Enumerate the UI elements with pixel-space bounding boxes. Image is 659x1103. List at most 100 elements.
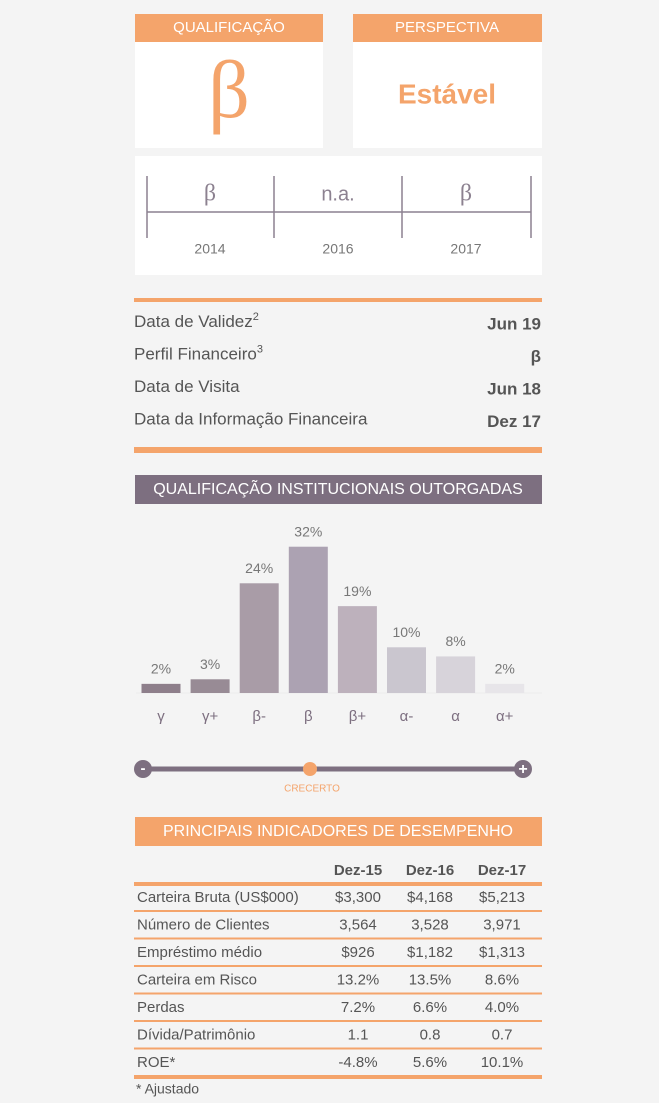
history-year: 2014 bbox=[194, 241, 225, 257]
cell: 7.2% bbox=[341, 999, 375, 1016]
detail-label-text: Data de Validez bbox=[134, 312, 253, 331]
column-header: Dez-16 bbox=[406, 862, 454, 879]
category-label: γ+ bbox=[202, 708, 219, 725]
category-label: γ bbox=[157, 708, 165, 725]
detail-label: Data de Validez2 bbox=[134, 311, 259, 332]
category-label: β bbox=[304, 708, 313, 725]
value-label: 2% bbox=[495, 661, 515, 677]
table-title: PRINCIPAIS INDICADORES DE DESEMPENHO bbox=[163, 823, 513, 840]
row-rule bbox=[134, 1047, 542, 1050]
table-rule bbox=[134, 882, 542, 886]
cell: 3,528 bbox=[411, 916, 449, 933]
row-rule bbox=[134, 965, 542, 967]
bar bbox=[190, 679, 230, 693]
category-label: α bbox=[451, 708, 460, 725]
bar bbox=[288, 546, 328, 693]
column-header: Dez-17 bbox=[478, 862, 526, 879]
table-title-bar bbox=[135, 817, 542, 846]
value-label: 19% bbox=[343, 583, 371, 599]
row-rule bbox=[134, 937, 542, 940]
scale-max-label: + bbox=[518, 761, 527, 778]
row-rule bbox=[134, 1075, 542, 1079]
detail-label-text: Data de Visita bbox=[134, 377, 240, 396]
rule bbox=[134, 447, 542, 453]
scale-max bbox=[514, 760, 532, 778]
detail-value: β bbox=[531, 347, 541, 366]
scale-marker bbox=[303, 762, 317, 776]
value-label: 2% bbox=[151, 661, 171, 677]
detail-label: Data de Visita bbox=[134, 377, 240, 396]
rule bbox=[134, 298, 542, 302]
cell: $5,213 bbox=[479, 889, 525, 906]
row-rule bbox=[134, 1020, 542, 1022]
rating-label: QUALIFICAÇÃO bbox=[173, 19, 285, 36]
bar bbox=[436, 656, 476, 693]
cell: $1,313 bbox=[479, 944, 525, 961]
chart-title-bar bbox=[135, 475, 542, 504]
cell: 3,971 bbox=[483, 916, 521, 933]
cell: 3,564 bbox=[339, 916, 377, 933]
value-label: 32% bbox=[294, 523, 322, 539]
category-label: β- bbox=[252, 708, 266, 725]
category-label: β+ bbox=[349, 708, 367, 725]
rating-value: β bbox=[208, 44, 250, 135]
detail-value: Jun 19 bbox=[487, 314, 541, 333]
chart-title: QUALIFICAÇÃO INSTITUCIONAIS OUTORGADAS bbox=[153, 478, 523, 498]
value-label: 8% bbox=[445, 633, 465, 649]
history-year: 2017 bbox=[450, 241, 481, 257]
detail-sup: 3 bbox=[257, 343, 263, 355]
history-year: 2016 bbox=[322, 241, 353, 257]
row-label: Dívida/Patrimônio bbox=[137, 1026, 255, 1043]
cell: 4.0% bbox=[485, 999, 519, 1016]
scale-label: CRECERTO bbox=[284, 784, 340, 795]
detail-value: Dez 17 bbox=[487, 412, 541, 431]
scale-min-label: - bbox=[141, 760, 146, 777]
cell: $4,168 bbox=[407, 889, 453, 906]
cell: 13.5% bbox=[409, 971, 452, 988]
cell: $1,182 bbox=[407, 944, 453, 961]
bar bbox=[485, 683, 525, 693]
bar bbox=[239, 583, 279, 693]
value-label: 10% bbox=[392, 624, 420, 640]
value-label: 24% bbox=[245, 560, 273, 576]
bar bbox=[337, 606, 377, 693]
cell: 8.6% bbox=[485, 971, 519, 988]
row-label: Carteira em Risco bbox=[137, 971, 257, 988]
detail-label-text: Data da Informação Financeira bbox=[134, 410, 368, 429]
cell: -4.8% bbox=[338, 1054, 377, 1071]
bar bbox=[141, 683, 181, 693]
cell: 0.7 bbox=[492, 1026, 513, 1043]
history-rating: β bbox=[204, 181, 216, 207]
history-box bbox=[135, 156, 542, 275]
scale-min bbox=[134, 760, 152, 778]
detail-label-text: Perfil Financeiro bbox=[134, 345, 257, 364]
column-header: Dez-15 bbox=[334, 862, 382, 879]
history-rating: β bbox=[460, 181, 472, 207]
row-label: ROE* bbox=[137, 1054, 176, 1071]
outlook-value: Estável bbox=[398, 78, 496, 109]
cell: 13.2% bbox=[337, 971, 380, 988]
row-rule bbox=[134, 910, 542, 912]
cell: 1.1 bbox=[348, 1026, 369, 1043]
cell: $926 bbox=[341, 944, 374, 961]
cell: 5.6% bbox=[413, 1054, 447, 1071]
footnote: * Ajustado bbox=[136, 1081, 199, 1097]
row-rule bbox=[134, 992, 542, 995]
detail-value: Jun 18 bbox=[487, 379, 541, 398]
category-label: α- bbox=[400, 708, 414, 725]
row-label: Número de Clientes bbox=[137, 916, 270, 933]
cell: 0.8 bbox=[420, 1026, 441, 1043]
rating-header bbox=[135, 14, 323, 42]
history-rating: n.a. bbox=[321, 183, 354, 205]
detail-label: Perfil Financeiro3 bbox=[134, 343, 263, 364]
value-label: 3% bbox=[200, 656, 220, 672]
detail-sup: 2 bbox=[253, 311, 259, 323]
cell: 6.6% bbox=[413, 999, 447, 1016]
outlook-header bbox=[353, 14, 542, 42]
row-label: Perdas bbox=[137, 999, 185, 1016]
outlook-label: PERSPECTIVA bbox=[395, 19, 499, 36]
cell: $3,300 bbox=[335, 889, 381, 906]
row-label: Empréstimo médio bbox=[137, 944, 262, 961]
category-label: α+ bbox=[496, 708, 514, 725]
